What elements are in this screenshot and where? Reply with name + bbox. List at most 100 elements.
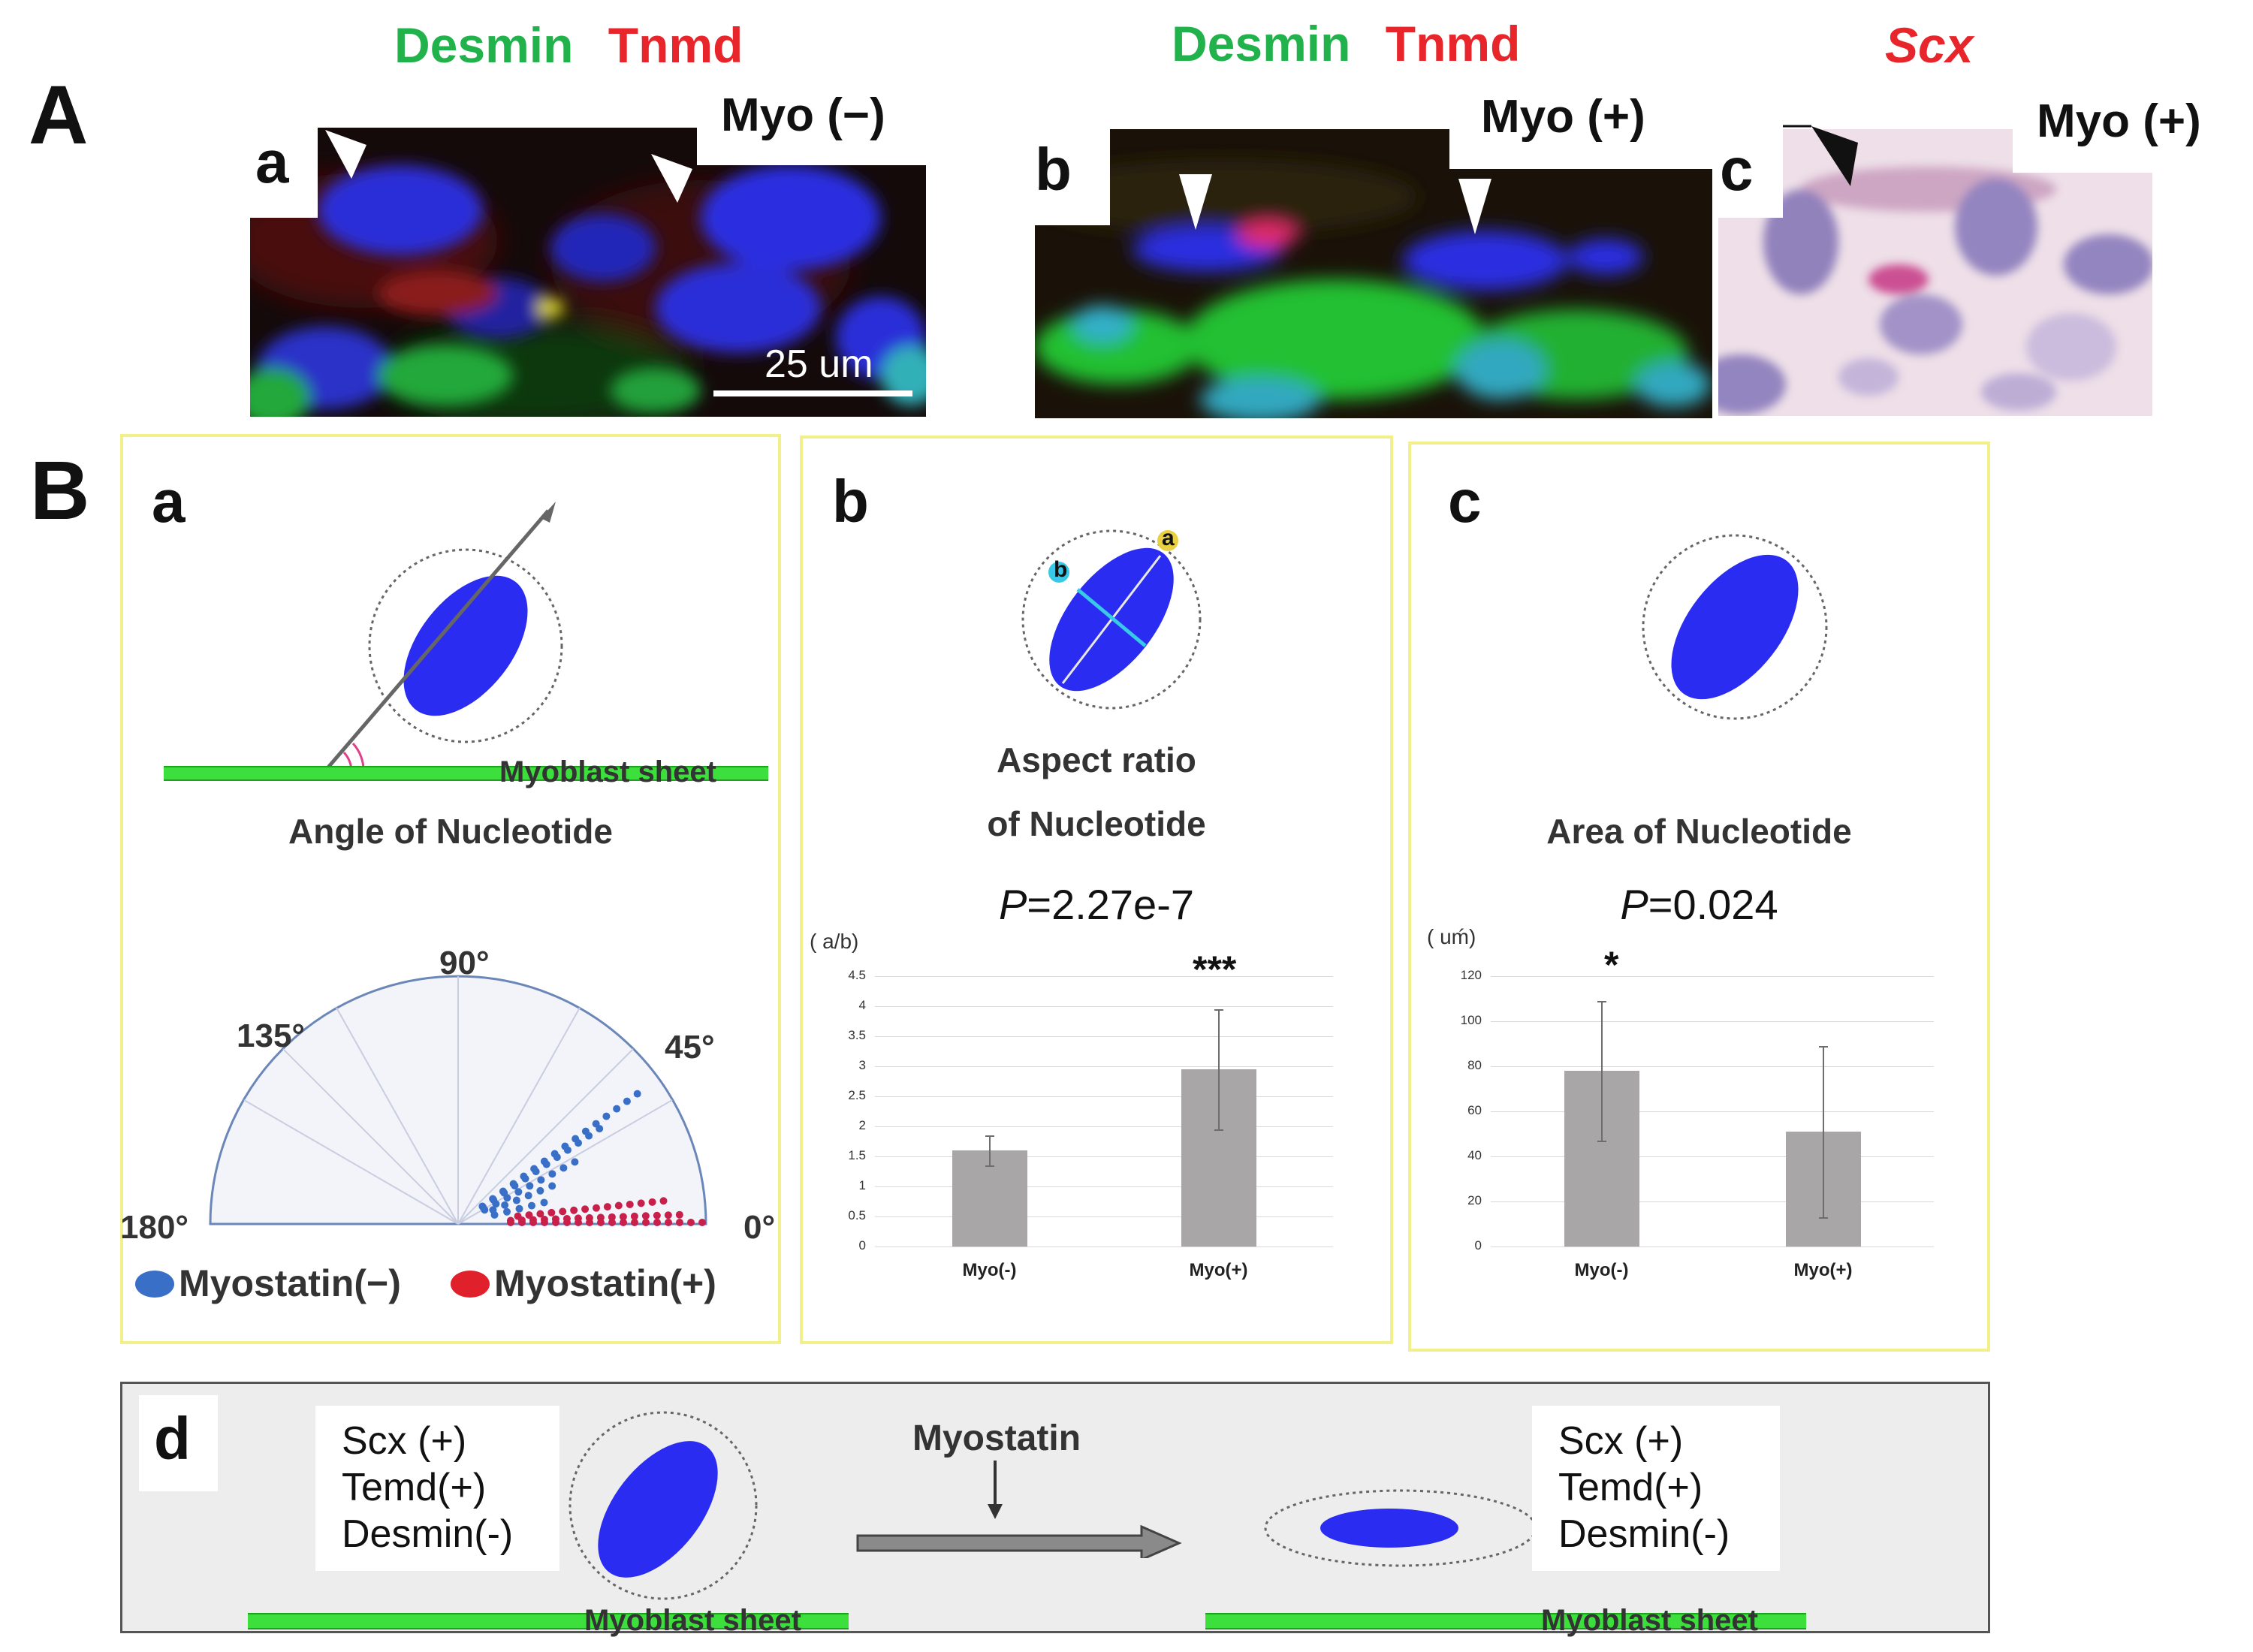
angle-data-point: [548, 1170, 556, 1178]
angle-data-point: [548, 1182, 556, 1190]
stain-scx-c: Scx: [1885, 17, 1974, 73]
axis-b-label: b: [1054, 557, 1068, 582]
gridline: [1491, 976, 1934, 977]
d-arrow-label: Myostatin: [912, 1418, 1081, 1458]
category-label: Myo(-): [962, 1260, 1017, 1280]
d-left-line-2: Temd(+): [342, 1466, 487, 1509]
angle-data-point: [563, 1146, 572, 1154]
legend-dot-neg: [135, 1271, 174, 1298]
gridline: [875, 1126, 1333, 1127]
angle-data-point: [602, 1112, 611, 1120]
error-cap: [1214, 1009, 1223, 1011]
angle-polar-chart: [209, 975, 707, 1226]
angle-data-point: [623, 1097, 631, 1105]
area-bar-chart: 0 20 40 60 80 100 120 Myo(-) Myo(+): [1423, 968, 1964, 1299]
angle-label-90: 90°: [439, 945, 490, 981]
aspect-significance: ***: [1193, 948, 1237, 990]
angle-data-point: [603, 1203, 611, 1211]
error-cap: [1214, 1129, 1223, 1131]
angle-data-point: [547, 1208, 556, 1216]
gridline: [1491, 1201, 1934, 1202]
area-p-italic: P: [1620, 881, 1648, 928]
angle-data-point: [664, 1211, 672, 1219]
angle-data-point: [553, 1153, 561, 1162]
panel-a-a-myo-box: [697, 120, 930, 165]
angle-data-point: [642, 1219, 650, 1226]
angle-data-point: [637, 1199, 645, 1207]
category-label: Myo(+): [1189, 1260, 1248, 1280]
panel-a-sub-c: c: [1720, 136, 1754, 203]
angle-data-point: [614, 1201, 623, 1210]
d-nucleus-round: [569, 1411, 758, 1600]
angle-data-point: [526, 1182, 534, 1190]
aspect-pvalue: P=2.27e-7: [800, 880, 1393, 929]
myo-label-a: Myo (−): [721, 89, 885, 141]
panel-a-c-letter-box: [1715, 120, 1783, 218]
y-tick-label: 120: [1460, 968, 1482, 982]
angle-data-point: [665, 1219, 672, 1226]
aspect-ratio-diagram: [1021, 529, 1202, 710]
scale-bar: [713, 390, 912, 396]
axis-a-label: a: [1162, 526, 1175, 550]
d-arrow-icon: [856, 1461, 1182, 1558]
angle-label-135: 135°: [237, 1017, 306, 1054]
angle-data-point: [592, 1204, 600, 1212]
aspect-bar-chart: 0 0.5 1 1.5 2 2.5 3 3.5 4 4.5 Myo(-) Myo(+): [807, 968, 1363, 1299]
panel-b-sub-a: a: [152, 468, 185, 535]
stain-desmin-a: Desmin: [394, 17, 574, 73]
angle-data-point: [596, 1125, 604, 1133]
angle-data-point: [653, 1211, 661, 1219]
angle-data-point: [586, 1219, 593, 1226]
angle-data-point: [527, 1201, 535, 1210]
angle-data-point: [581, 1205, 590, 1213]
angle-data-point: [481, 1206, 489, 1214]
myoblast-sheet-label-d-left: Myoblast sheet: [584, 1604, 801, 1637]
angle-data-point: [630, 1212, 638, 1220]
panel-a-a-stains: Desmin Tnmd: [394, 17, 743, 74]
area-unit: ( uḿ): [1427, 925, 1476, 948]
aspect-title-1: Aspect ratio: [997, 740, 1196, 779]
angle-diagram: [321, 502, 563, 775]
aspect-unit: ( a/b): [810, 930, 859, 953]
angle-data-point: [613, 1105, 621, 1113]
angle-data-point: [490, 1210, 499, 1219]
d-right-line-1: Scx (+): [1558, 1419, 1684, 1463]
error-bar: [988, 1135, 991, 1165]
angle-data-point: [676, 1219, 683, 1226]
gridline: [1491, 1156, 1934, 1157]
micrograph-c: [1718, 129, 2152, 416]
panel-a-b-myo-box: [1449, 120, 1716, 169]
d-right-line-2: Temd(+): [1558, 1466, 1703, 1509]
legend-label-neg: Myostatin(−): [179, 1262, 401, 1304]
angle-data-point: [620, 1219, 627, 1226]
myoblast-sheet-bar-d-left: [248, 1613, 849, 1629]
arrowhead-icon-c: [1783, 125, 1858, 186]
arrowhead-icon-a1: [325, 130, 366, 179]
error-cap: [1818, 1046, 1828, 1048]
angle-data-point: [542, 1160, 550, 1168]
aspect-title-2: of Nucleotide: [987, 804, 1206, 843]
gridline: [875, 1006, 1333, 1007]
angle-data-point: [575, 1139, 583, 1147]
angle-data-point: [687, 1219, 695, 1226]
angle-data-point: [514, 1188, 523, 1196]
angle-label-180: 180°: [120, 1209, 189, 1246]
y-tick-label: 0.5: [848, 1208, 866, 1222]
gridline: [1491, 1111, 1934, 1112]
panel-a-sub-b: b: [1035, 136, 1072, 203]
angle-data-point: [563, 1219, 571, 1226]
d-right-text-box: [1532, 1406, 1780, 1571]
angle-data-point: [559, 1164, 568, 1172]
legend-label-pos: Myostatin(+): [494, 1262, 716, 1304]
y-tick-label: 1.5: [848, 1148, 866, 1162]
error-cap: [985, 1135, 994, 1137]
stain-desmin-b: Desmin: [1172, 16, 1351, 71]
d-left-line-1: Scx (+): [342, 1419, 467, 1463]
y-tick-label: 0: [858, 1238, 866, 1253]
angle-data-point: [570, 1206, 578, 1214]
panel-b-c-box: [1408, 442, 1990, 1352]
y-tick-label: 4: [858, 998, 866, 1012]
panel-a-sub-a: a: [255, 128, 289, 195]
myoblast-sheet-label-d-right: Myoblast sheet: [1541, 1604, 1758, 1637]
error-bar: [1217, 1009, 1220, 1129]
